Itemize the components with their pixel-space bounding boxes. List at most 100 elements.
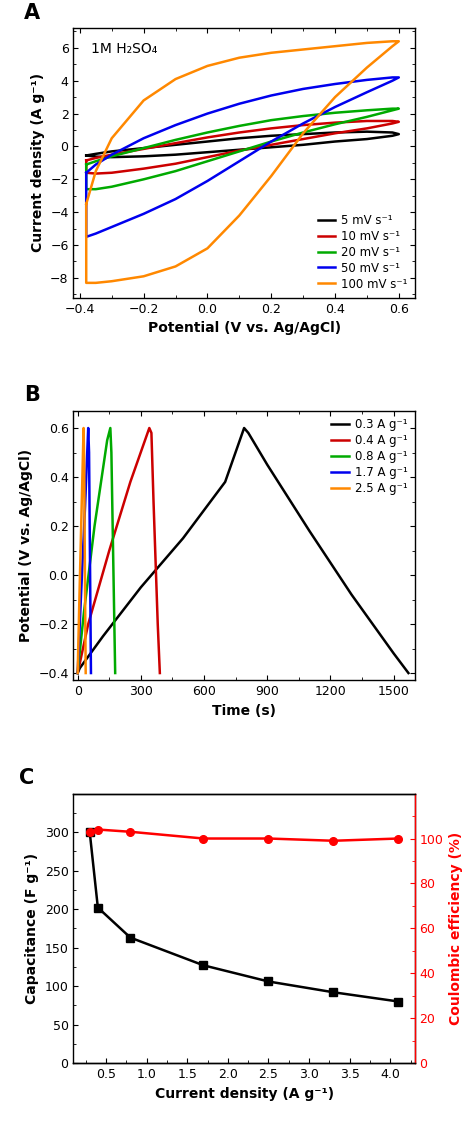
5 mV s⁻¹ bbox=[205, 145, 210, 159]
1.7 A g⁻¹ bbox=[87, 543, 93, 557]
5 mV s⁻¹ bbox=[93, 150, 99, 163]
0.4 A g⁻¹ bbox=[76, 662, 82, 675]
1.7 A g⁻¹ bbox=[85, 421, 91, 434]
Text: C: C bbox=[19, 768, 34, 789]
50 mV s⁻¹ bbox=[141, 132, 146, 145]
1.7 A g⁻¹ bbox=[82, 500, 88, 513]
100 mV s⁻¹ bbox=[93, 276, 99, 289]
100 mV s⁻¹ bbox=[93, 164, 99, 178]
50 mV s⁻¹ bbox=[390, 71, 395, 84]
0.8 A g⁻¹ bbox=[75, 659, 81, 673]
20 mV s⁻¹ bbox=[109, 150, 115, 163]
20 mV s⁻¹ bbox=[237, 145, 242, 159]
Line: 20 mV s⁻¹: 20 mV s⁻¹ bbox=[86, 109, 399, 189]
2.5 A g⁻¹ bbox=[81, 421, 86, 434]
5 mV s⁻¹ bbox=[83, 148, 89, 162]
10 mV s⁻¹ bbox=[93, 166, 99, 180]
100 mV s⁻¹ bbox=[205, 242, 210, 255]
10 mV s⁻¹ bbox=[396, 115, 401, 128]
5 mV s⁻¹ bbox=[141, 150, 146, 163]
0.4 A g⁻¹ bbox=[151, 495, 156, 508]
5 mV s⁻¹ bbox=[300, 127, 306, 141]
2.5 A g⁻¹ bbox=[79, 489, 85, 503]
0.3 A g⁻¹ bbox=[264, 458, 270, 471]
5 mV s⁻¹ bbox=[300, 138, 306, 152]
20 mV s⁻¹ bbox=[93, 182, 99, 196]
0.8 A g⁻¹ bbox=[81, 605, 87, 619]
10 mV s⁻¹ bbox=[141, 142, 146, 155]
50 mV s⁻¹ bbox=[205, 107, 210, 120]
50 mV s⁻¹ bbox=[364, 86, 370, 99]
50 mV s⁻¹ bbox=[83, 231, 89, 244]
100 mV s⁻¹ bbox=[268, 46, 274, 60]
50 mV s⁻¹ bbox=[205, 174, 210, 188]
0.4 A g⁻¹ bbox=[155, 618, 161, 631]
10 mV s⁻¹ bbox=[205, 130, 210, 144]
50 mV s⁻¹ bbox=[332, 100, 338, 114]
0.8 A g⁻¹ bbox=[109, 446, 114, 459]
100 mV s⁻¹ bbox=[173, 260, 178, 273]
10 mV s⁻¹ bbox=[109, 166, 115, 180]
0.4 A g⁻¹ bbox=[107, 543, 112, 557]
0.3 A g⁻¹ bbox=[75, 666, 81, 680]
50 mV s⁻¹ bbox=[268, 89, 274, 102]
50 mV s⁻¹ bbox=[173, 118, 178, 132]
0.3 A g⁻¹ bbox=[349, 588, 355, 602]
100 mV s⁻¹ bbox=[109, 274, 115, 288]
100 mV s⁻¹ bbox=[364, 61, 370, 74]
10 mV s⁻¹ bbox=[173, 158, 178, 171]
100 mV s⁻¹ bbox=[237, 209, 242, 223]
0.3 A g⁻¹ bbox=[391, 647, 397, 660]
5 mV s⁻¹ bbox=[109, 145, 115, 159]
50 mV s⁻¹ bbox=[109, 147, 115, 161]
20 mV s⁻¹ bbox=[173, 164, 178, 178]
10 mV s⁻¹ bbox=[390, 117, 395, 130]
5 mV s⁻¹ bbox=[396, 127, 401, 141]
10 mV s⁻¹ bbox=[268, 122, 274, 135]
5 mV s⁻¹ bbox=[205, 135, 210, 148]
2.5 A g⁻¹ bbox=[75, 657, 81, 670]
20 mV s⁻¹ bbox=[332, 117, 338, 130]
0.8 A g⁻¹ bbox=[91, 520, 97, 533]
5 mV s⁻¹ bbox=[141, 142, 146, 155]
20 mV s⁻¹ bbox=[83, 158, 89, 171]
100 mV s⁻¹ bbox=[390, 35, 395, 48]
Line: 100 mV s⁻¹: 100 mV s⁻¹ bbox=[86, 42, 399, 282]
10 mV s⁻¹ bbox=[237, 126, 242, 140]
100 mV s⁻¹ bbox=[268, 169, 274, 182]
0.8 A g⁻¹ bbox=[108, 421, 113, 434]
10 mV s⁻¹ bbox=[396, 115, 401, 128]
100 mV s⁻¹ bbox=[83, 197, 89, 210]
5 mV s⁻¹ bbox=[237, 132, 242, 145]
20 mV s⁻¹ bbox=[205, 154, 210, 168]
0.4 A g⁻¹ bbox=[128, 475, 133, 488]
Y-axis label: Potential (V vs. Ag/AgCl): Potential (V vs. Ag/AgCl) bbox=[18, 449, 33, 642]
20 mV s⁻¹ bbox=[300, 109, 306, 123]
20 mV s⁻¹ bbox=[173, 133, 178, 146]
Line: 2.5 A g⁻¹: 2.5 A g⁻¹ bbox=[78, 428, 86, 673]
20 mV s⁻¹ bbox=[141, 142, 146, 155]
Text: A: A bbox=[24, 2, 40, 23]
1.7 A g⁻¹ bbox=[75, 666, 81, 680]
20 mV s⁻¹ bbox=[109, 180, 115, 193]
20 mV s⁻¹ bbox=[83, 158, 89, 171]
5 mV s⁻¹ bbox=[83, 148, 89, 162]
0.8 A g⁻¹ bbox=[110, 568, 116, 582]
Y-axis label: Capacitance (F g⁻¹): Capacitance (F g⁻¹) bbox=[25, 853, 39, 1004]
10 mV s⁻¹ bbox=[364, 115, 370, 128]
20 mV s⁻¹ bbox=[364, 104, 370, 117]
Line: 1.7 A g⁻¹: 1.7 A g⁻¹ bbox=[78, 428, 91, 673]
50 mV s⁻¹ bbox=[300, 82, 306, 96]
20 mV s⁻¹ bbox=[300, 126, 306, 140]
X-axis label: Potential (V vs. Ag/AgCl): Potential (V vs. Ag/AgCl) bbox=[147, 321, 341, 335]
10 mV s⁻¹ bbox=[364, 122, 370, 135]
0.3 A g⁻¹ bbox=[241, 421, 247, 434]
0.4 A g⁻¹ bbox=[157, 666, 163, 680]
100 mV s⁻¹ bbox=[332, 90, 338, 104]
50 mV s⁻¹ bbox=[237, 154, 242, 168]
50 mV s⁻¹ bbox=[364, 73, 370, 87]
Text: B: B bbox=[24, 386, 40, 405]
Line: 0.3 A g⁻¹: 0.3 A g⁻¹ bbox=[78, 428, 409, 673]
1.7 A g⁻¹ bbox=[88, 666, 94, 680]
50 mV s⁻¹ bbox=[141, 207, 146, 220]
